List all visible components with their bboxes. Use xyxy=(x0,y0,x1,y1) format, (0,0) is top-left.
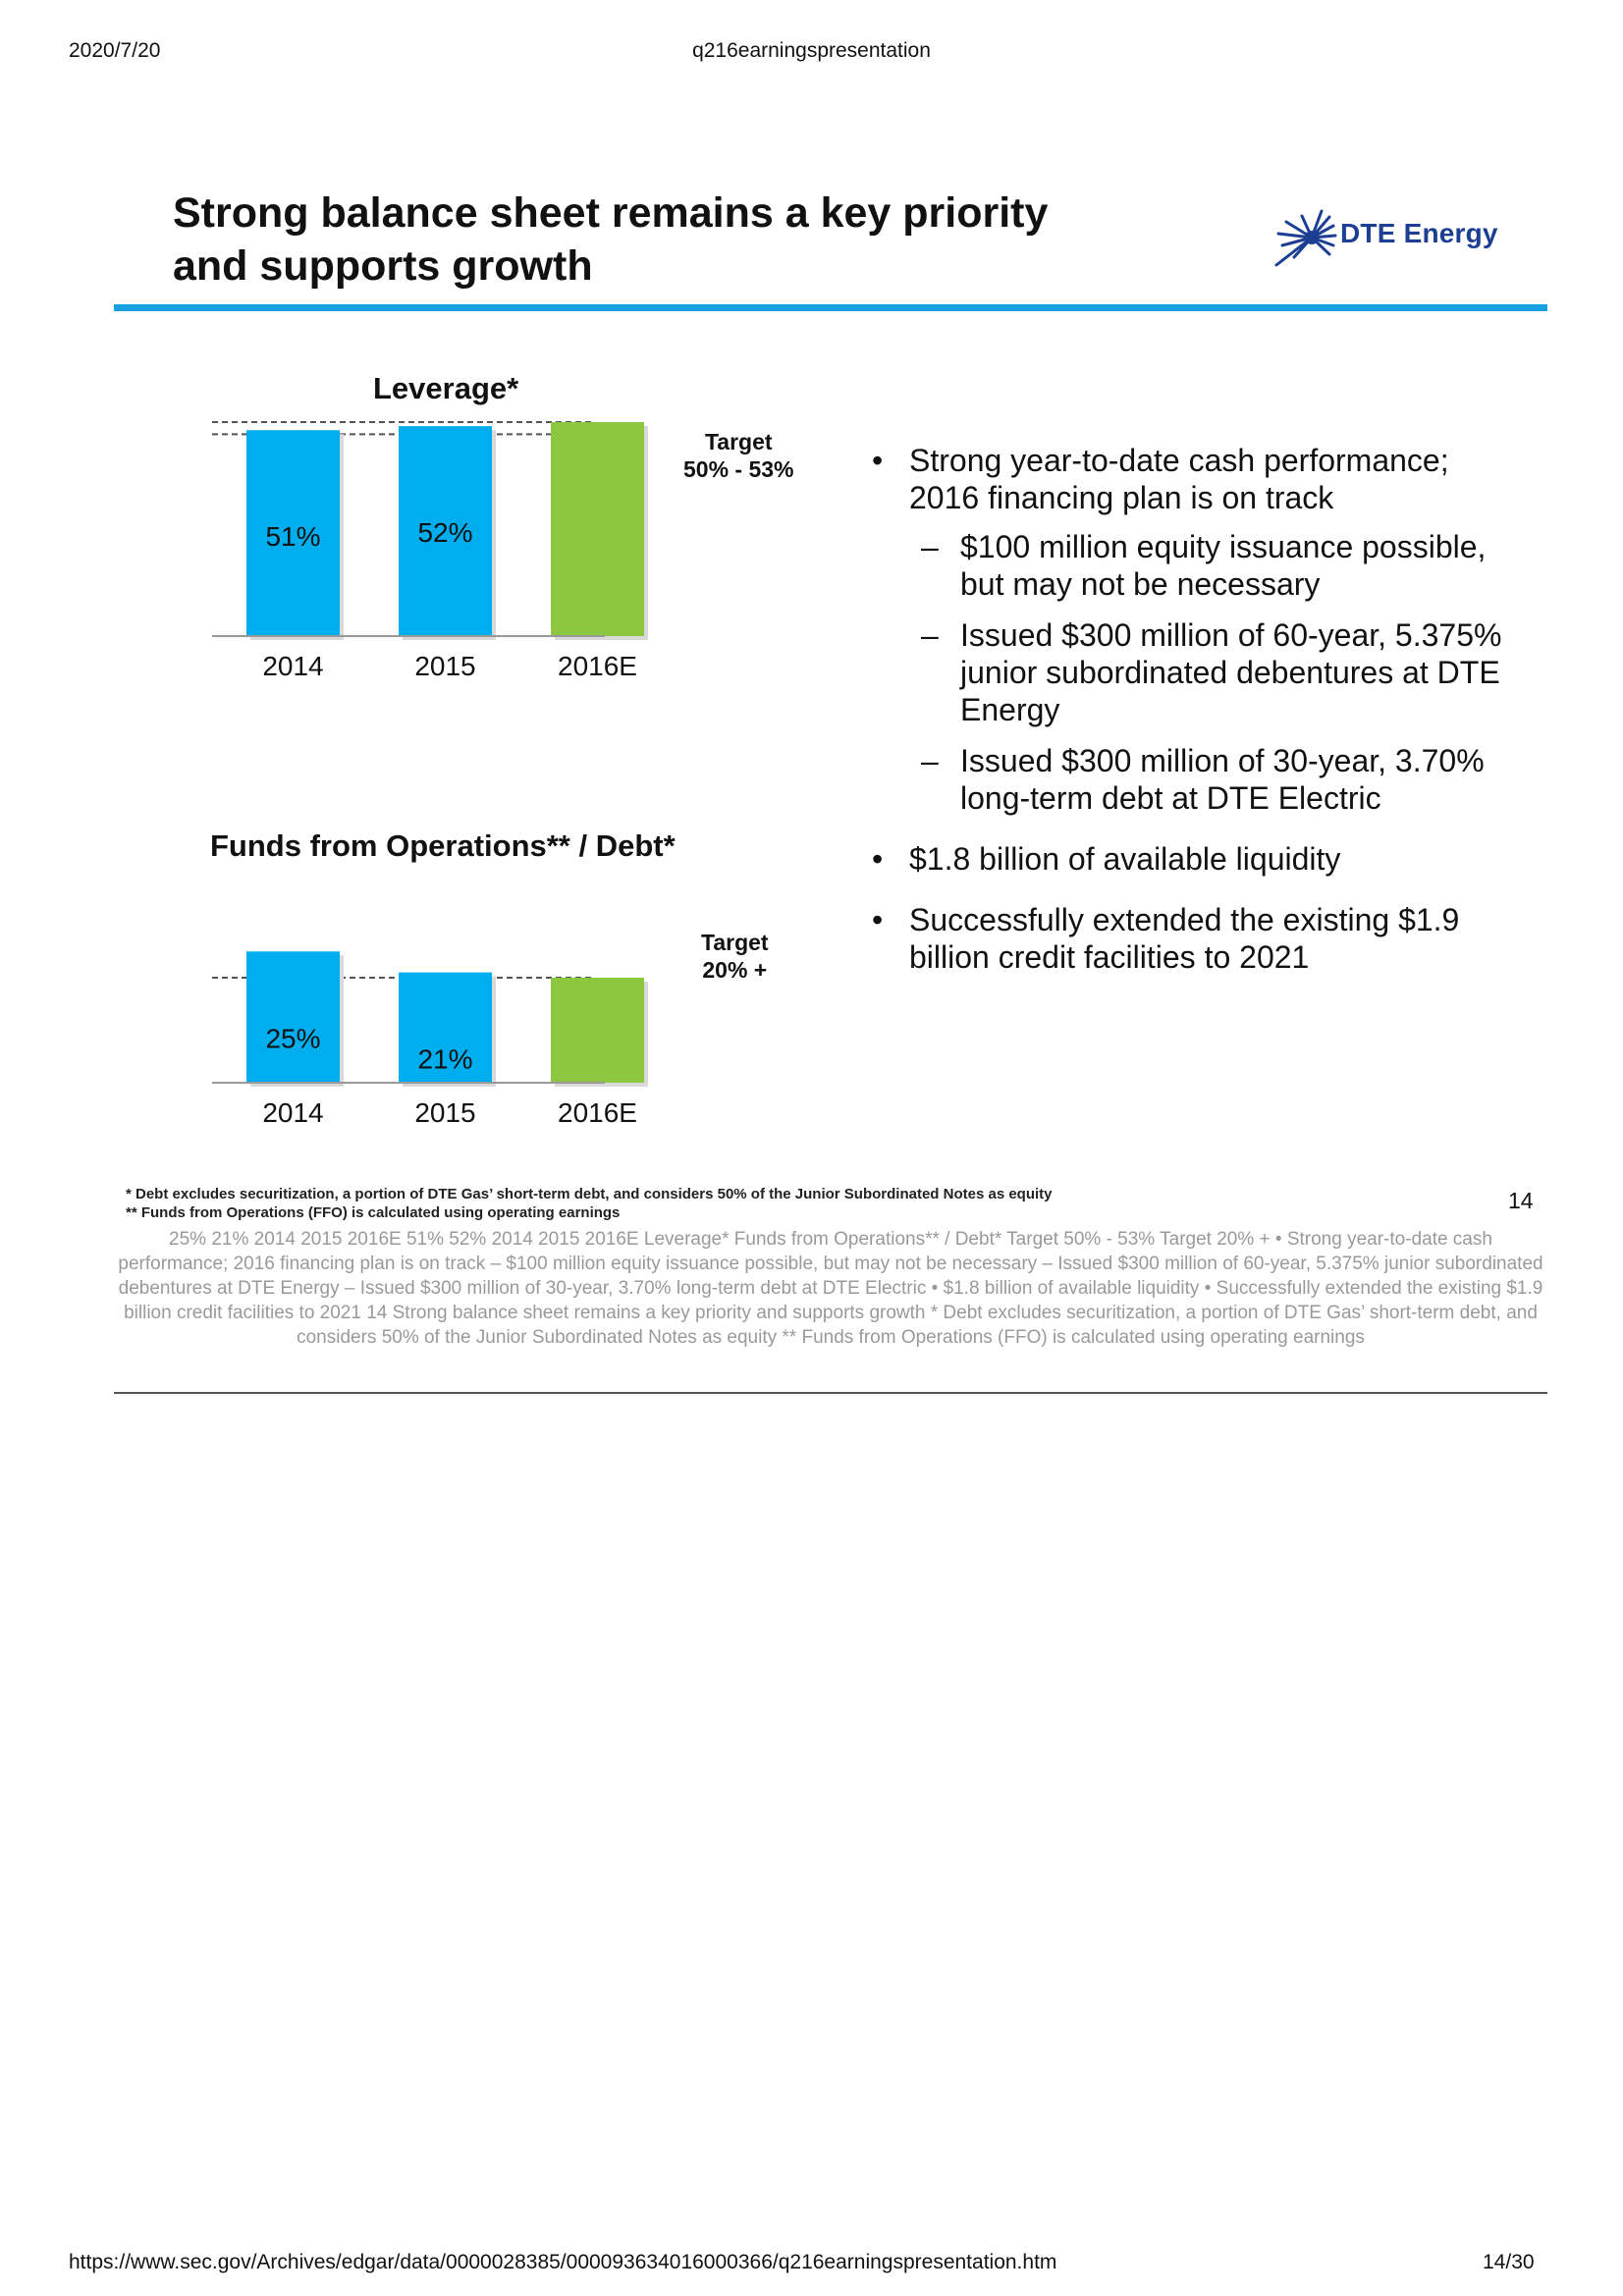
sub-bullet-30-year: Issued $300 million of 30-year, 3.70% lo… xyxy=(870,742,1518,817)
ffo-chart: 25% 2014 21% 2015 2016E xyxy=(212,951,648,1128)
sub-bullet-text: $100 million equity issuance possible, b… xyxy=(960,529,1487,602)
bullet-credit-facilities: Successfully extended the existing $1.9 … xyxy=(870,901,1518,976)
sub-bullet-text: Issued $300 million of 30-year, 3.70% lo… xyxy=(960,743,1485,816)
bar-2016E xyxy=(551,978,644,1083)
data-label: 52% xyxy=(417,517,472,548)
separator-line xyxy=(114,1392,1547,1394)
logo-text: DTE Energy xyxy=(1340,218,1498,248)
category-label: 2014 xyxy=(262,1097,323,1128)
slide: Strong balance sheet remains a key prior… xyxy=(114,157,1547,1227)
page-url: https://www.sec.gov/Archives/edgar/data/… xyxy=(69,2251,1057,2273)
footnote-ffo: ** Funds from Operations (FFO) is calcul… xyxy=(126,1204,621,1221)
data-label: 25% xyxy=(265,1023,320,1053)
bar-2016E xyxy=(551,422,644,636)
category-label: 2016E xyxy=(558,651,637,681)
data-label: 21% xyxy=(417,1044,472,1075)
page-counter: 14/30 xyxy=(1483,2251,1535,2273)
document-title: q216earningspresentation xyxy=(692,39,931,62)
footnote-debt: * Debt excludes securitization, a portio… xyxy=(126,1186,1053,1202)
sub-bullet-equity: $100 million equity issuance possible, b… xyxy=(870,528,1518,603)
bullet-cash-performance: Strong year-to-date cash performance; 20… xyxy=(870,442,1518,817)
bar-2015 xyxy=(399,426,492,636)
bullet-text: $1.8 billion of available liquidity xyxy=(909,841,1341,877)
slide-number: 14 xyxy=(1508,1188,1534,1213)
leverage-chart-title: Leverage* xyxy=(373,371,519,405)
bullet-text: Successfully extended the existing $1.9 … xyxy=(909,902,1460,975)
leverage-target-label: Target 50% - 53% xyxy=(683,429,794,482)
ffo-target-label: Target 20% + xyxy=(701,930,769,983)
starburst-icon xyxy=(1274,209,1337,267)
bar-2014 xyxy=(246,951,340,1083)
image-alt-text: 25% 21% 2014 2015 2016E 51% 52% 2014 201… xyxy=(118,1229,1543,1348)
category-label: 2015 xyxy=(414,651,475,681)
sub-bullet-60-year: Issued $300 million of 60-year, 5.375% j… xyxy=(870,616,1518,728)
slide-title: Strong balance sheet remains a key prior… xyxy=(173,189,1049,290)
bar-2015 xyxy=(399,972,492,1083)
category-label: 2015 xyxy=(414,1097,475,1128)
category-label: 2016E xyxy=(558,1097,637,1128)
title-rule xyxy=(114,304,1547,311)
leverage-chart: 51% 2014 52% 2015 2016E xyxy=(212,421,648,681)
bullet-list: Strong year-to-date cash performance; 20… xyxy=(870,442,1518,976)
ffo-chart-title: Funds from Operations** / Debt* xyxy=(210,828,676,863)
dte-energy-logo: DTE Energy xyxy=(1272,208,1518,267)
data-label: 51% xyxy=(265,521,320,552)
bullet-liquidity: $1.8 billion of available liquidity xyxy=(870,840,1518,878)
category-label: 2014 xyxy=(262,651,323,681)
bullet-text: Strong year-to-date cash performance; 20… xyxy=(909,443,1449,515)
print-date: 2020/7/20 xyxy=(69,39,161,62)
footnotes: * Debt excludes securitization, a portio… xyxy=(126,1185,1053,1222)
bar-2014 xyxy=(246,430,340,636)
sub-bullet-text: Issued $300 million of 60-year, 5.375% j… xyxy=(960,617,1502,727)
